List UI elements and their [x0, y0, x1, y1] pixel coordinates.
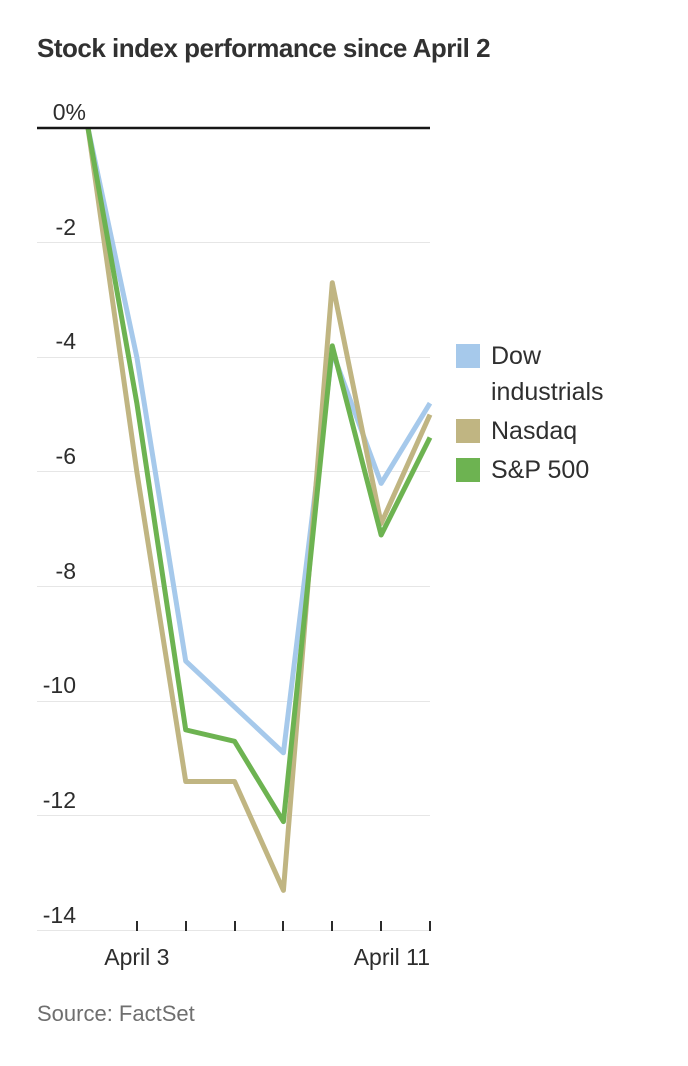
series-line-dow-industrials — [85, 127, 433, 756]
y-axis-label: -2 — [55, 213, 76, 240]
x-axis-tick — [429, 920, 431, 931]
page-title: Stock index performance since April 2 — [37, 33, 491, 63]
y-axis-label: -14 — [42, 901, 76, 928]
x-axis-label: April 3 — [104, 944, 170, 970]
y-axis-label: -6 — [55, 442, 76, 469]
grid-line — [37, 930, 430, 931]
legend: Dow industrials Nasdaq S&P 500 — [456, 338, 666, 491]
y-axis-label: -12 — [42, 786, 76, 813]
x-axis-tick — [184, 920, 187, 931]
legend-swatch-nasdaq — [456, 419, 480, 443]
x-axis-tick — [380, 920, 383, 931]
series-line-s-p-500 — [85, 127, 433, 825]
source-note: Source: FactSet — [37, 1001, 195, 1026]
x-axis-tick — [135, 920, 138, 931]
legend-item-dow-industrials: Dow industrials — [456, 338, 666, 410]
x-axis-tick — [331, 920, 334, 931]
legend-swatch-dow-industrials — [456, 344, 480, 368]
y-axis-label: -4 — [55, 328, 76, 355]
x-axis-label: April 11 — [353, 944, 430, 970]
legend-item-nasdaq: Nasdaq — [456, 413, 666, 449]
y-axis-label: -8 — [55, 557, 76, 584]
legend-label: Dow industrials — [491, 342, 604, 406]
grid-line — [37, 700, 430, 702]
x-axis-tick — [282, 920, 285, 931]
grid-line — [37, 815, 430, 817]
grid-line — [37, 471, 430, 473]
legend-label: S&P 500 — [491, 456, 590, 484]
legend-label: Nasdaq — [491, 417, 578, 445]
grid-line — [37, 586, 430, 588]
legend-swatch-sp500 — [456, 458, 480, 482]
grid-line — [37, 242, 430, 244]
legend-item-sp500: S&P 500 — [456, 452, 666, 488]
grid-line — [37, 356, 430, 358]
y-axis-label: -10 — [42, 672, 76, 699]
y-axis-label: 0% — [52, 99, 86, 125]
x-axis-tick — [233, 920, 236, 931]
